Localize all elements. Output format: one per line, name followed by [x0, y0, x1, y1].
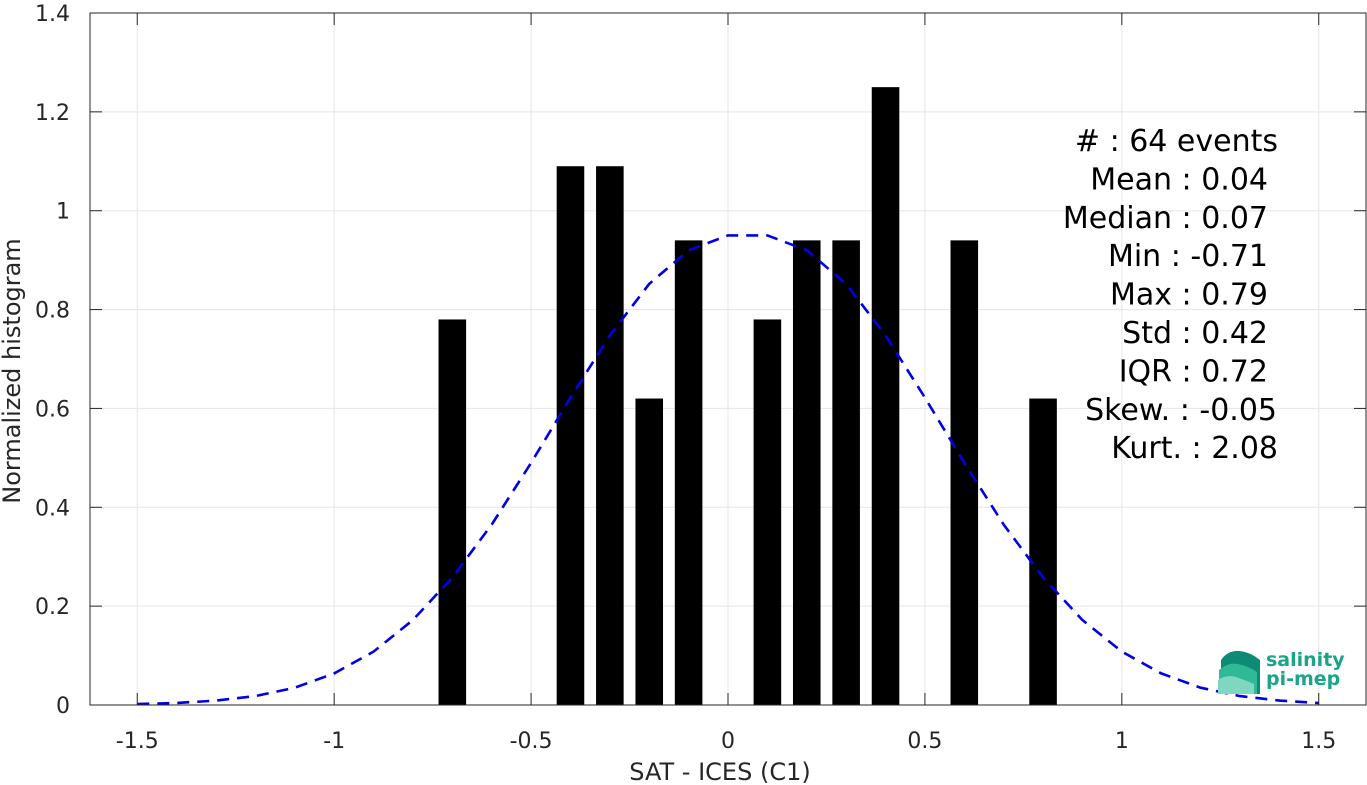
y-tick-label: 1.4 [35, 2, 70, 27]
normal-fit-curve [137, 234, 1319, 706]
x-tick-label: 0 [721, 729, 735, 754]
stats-line: Mean : 0.04 [1090, 162, 1268, 197]
histogram-bar [674, 240, 703, 705]
x-tick-label: -1.5 [116, 729, 159, 754]
y-tick-label: 0.2 [35, 595, 70, 620]
y-tick-label: 0.8 [35, 299, 70, 324]
x-tick-label: -1 [323, 729, 345, 754]
stats-line: IQR : 0.72 [1119, 354, 1268, 389]
x-tick-label: 1 [1115, 729, 1129, 754]
histogram-bar [438, 319, 467, 705]
stats-line: Median : 0.07 [1063, 201, 1268, 236]
x-tick-labels: -1.5 -1 -0.5 0 0.5 1 1.5 [116, 729, 1336, 754]
histogram-bar [753, 319, 782, 705]
x-tick-label: -0.5 [510, 729, 553, 754]
histogram-bar [792, 240, 821, 705]
stats-line: Std : 0.42 [1122, 316, 1268, 351]
logo-text-line1: salinity [1266, 649, 1345, 671]
x-axis-label: SAT - ICES (C1) [629, 758, 810, 785]
histogram-bar [950, 240, 979, 705]
y-tick-label: 1.2 [35, 101, 70, 126]
x-tick-label: 0.5 [907, 729, 942, 754]
stats-line: # : 64 events [1075, 124, 1278, 159]
y-axis-label: Normalized histogram [0, 238, 26, 503]
histogram-bar [832, 240, 860, 705]
wave-logo-icon [1218, 650, 1260, 694]
axis-ticks [90, 12, 1366, 706]
histogram-bar [1029, 398, 1057, 705]
histogram-bars [438, 87, 1057, 705]
y-tick-label: 0.4 [35, 496, 70, 521]
histogram-bar [596, 166, 624, 705]
salinity-pi-mep-logo: salinity pi-mep [1218, 649, 1345, 694]
y-tick-label: 0 [56, 694, 70, 719]
stats-line: Kurt. : 2.08 [1111, 431, 1278, 466]
histogram-bar [635, 398, 664, 705]
logo-text-line2: pi-mep [1266, 668, 1340, 690]
y-tick-labels: 0 0.2 0.4 0.6 0.8 1 1.2 1.4 [35, 2, 70, 719]
histogram-bar [556, 166, 585, 705]
grid-lines [90, 12, 1366, 706]
stats-line: Skew. : -0.05 [1085, 393, 1277, 428]
histogram-bar [871, 87, 900, 705]
y-tick-label: 1 [56, 200, 70, 225]
stats-line: Max : 0.79 [1110, 278, 1268, 313]
stats-line: Min : -0.71 [1108, 239, 1268, 274]
x-tick-label: 1.5 [1301, 729, 1336, 754]
y-tick-label: 0.6 [35, 397, 70, 422]
